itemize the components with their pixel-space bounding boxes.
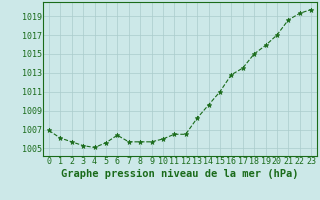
X-axis label: Graphe pression niveau de la mer (hPa): Graphe pression niveau de la mer (hPa): [61, 169, 299, 179]
